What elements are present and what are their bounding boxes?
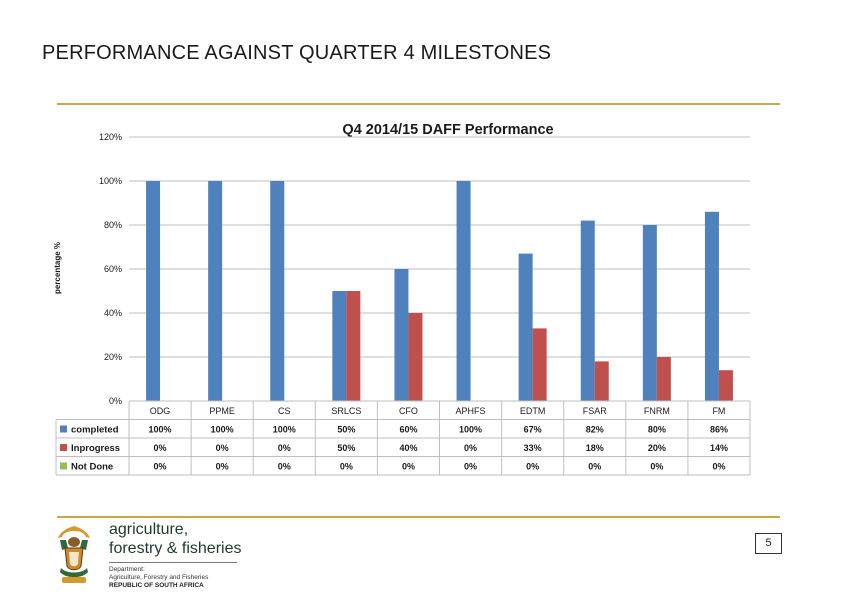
- category-label: FM: [712, 406, 725, 416]
- data-label: 0%: [216, 462, 229, 472]
- bar-completed: [642, 225, 657, 401]
- category-label: APHFS: [456, 406, 486, 416]
- data-label: 18%: [586, 443, 604, 453]
- y-tick-label: 40%: [104, 308, 122, 318]
- data-label: 40%: [399, 443, 417, 453]
- y-axis-label: percentage %: [53, 242, 62, 294]
- data-label: 0%: [340, 462, 353, 472]
- data-label: 0%: [588, 462, 601, 472]
- brand-line-2: forestry & fisheries: [109, 540, 242, 557]
- brand-line-1: agriculture,: [109, 521, 189, 538]
- bar-completed: [146, 181, 161, 401]
- bar-completed: [704, 211, 719, 401]
- data-label: 0%: [712, 462, 725, 472]
- category-label: SRLCS: [331, 406, 361, 416]
- data-label: 100%: [459, 425, 482, 435]
- chart-title: Q4 2014/15 DAFF Performance: [342, 122, 553, 138]
- data-label: 82%: [586, 425, 604, 435]
- department-label: Department:: [109, 566, 145, 573]
- category-label: CFO: [399, 406, 418, 416]
- bottom-divider: [57, 516, 780, 518]
- data-label: 100%: [149, 425, 172, 435]
- data-label: 0%: [154, 443, 167, 453]
- bar-completed: [580, 220, 595, 401]
- data-label: 33%: [524, 443, 542, 453]
- data-label: 0%: [216, 443, 229, 453]
- legend-swatch: [60, 444, 67, 451]
- data-label: 100%: [211, 425, 234, 435]
- data-label: 0%: [464, 462, 477, 472]
- bar-inprogress: [408, 313, 423, 401]
- bar-completed: [332, 291, 347, 401]
- category-label: FSAR: [583, 406, 608, 416]
- data-label: 86%: [710, 425, 728, 435]
- data-label: 80%: [648, 425, 666, 435]
- brand-divider: [109, 562, 237, 563]
- data-label: 0%: [526, 462, 539, 472]
- bar-completed: [456, 181, 471, 401]
- page-number: 5: [755, 533, 782, 554]
- bar-completed: [394, 269, 409, 401]
- data-label: 50%: [337, 443, 355, 453]
- legend-swatch: [60, 425, 67, 433]
- data-label: 0%: [464, 443, 477, 453]
- data-label: 0%: [402, 462, 415, 472]
- bar-inprogress: [718, 370, 733, 401]
- data-label: 0%: [154, 462, 167, 472]
- bar-inprogress: [594, 361, 609, 401]
- legend-swatch: [60, 462, 67, 470]
- category-label: PPME: [209, 406, 235, 416]
- bar-inprogress: [532, 328, 547, 401]
- data-label: 0%: [278, 443, 291, 453]
- data-label: 67%: [524, 425, 542, 435]
- bar-inprogress: [656, 357, 671, 401]
- data-label: 14%: [710, 443, 728, 453]
- bar-completed: [270, 181, 285, 401]
- department-name: Agriculture, Forestry and Fisheries: [109, 574, 209, 581]
- data-label: 60%: [399, 425, 417, 435]
- data-label: 100%: [273, 425, 296, 435]
- y-tick-label: 100%: [99, 176, 122, 186]
- bar-inprogress: [346, 291, 361, 401]
- legend-label: completed: [71, 425, 119, 436]
- y-tick-label: 60%: [104, 264, 122, 274]
- performance-chart: Q4 2014/15 DAFF Performance percentage %…: [48, 112, 760, 477]
- category-label: EDTM: [520, 406, 546, 416]
- data-label: 0%: [278, 462, 291, 472]
- legend-label: Inprogress: [71, 443, 120, 454]
- y-tick-label: 0%: [109, 396, 122, 406]
- branding-block: agriculture, forestry & fisheries Depart…: [109, 520, 241, 590]
- legend-label: Not Done: [71, 462, 113, 473]
- category-label: ODG: [150, 406, 171, 416]
- top-divider: [57, 103, 780, 105]
- category-label: FNRM: [644, 406, 670, 416]
- bar-completed: [518, 253, 533, 401]
- y-tick-label: 20%: [104, 352, 122, 362]
- data-label: 0%: [650, 462, 663, 472]
- data-label: 50%: [337, 425, 355, 435]
- coat-of-arms-icon: [58, 526, 90, 583]
- country-name: REPUBLIC OF SOUTH AFRICA: [109, 582, 204, 589]
- data-label: 20%: [648, 443, 666, 453]
- y-tick-label: 80%: [104, 220, 122, 230]
- y-tick-label: 120%: [99, 132, 122, 142]
- slide-title: PERFORMANCE AGAINST QUARTER 4 MILESTONES: [42, 42, 552, 64]
- bar-completed: [208, 181, 223, 401]
- category-label: CS: [278, 406, 291, 416]
